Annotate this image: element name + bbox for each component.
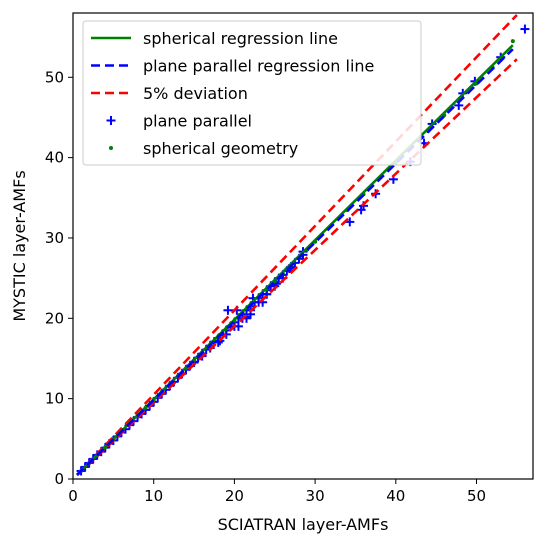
x-tick-label: 10 xyxy=(144,487,163,505)
5-deviation-line xyxy=(76,14,518,476)
plane-parallel-point xyxy=(213,337,223,347)
y-tick-label: 20 xyxy=(45,309,64,327)
legend-item-5-deviation: 5% deviation xyxy=(91,84,248,103)
spherical-geometry-point xyxy=(510,39,515,44)
y-tick-label: 50 xyxy=(45,68,64,86)
y-axis-label: MYSTIC layer-AMFs xyxy=(10,170,29,321)
legend-label: 5% deviation xyxy=(143,84,248,103)
plane-parallel-point xyxy=(345,217,355,227)
x-tick-label: 0 xyxy=(68,487,78,505)
plane-parallel-point xyxy=(223,305,233,315)
legend-item-spherical-regression-line: spherical regression line xyxy=(91,29,338,48)
legend-box xyxy=(82,20,422,166)
plane-parallel-regression-line-line xyxy=(76,48,514,476)
y-tick-label: 0 xyxy=(54,470,64,488)
x-tick-label: 30 xyxy=(306,487,325,505)
legend-item-spherical-geometry: spherical geometry xyxy=(109,139,298,158)
plot-area xyxy=(76,14,530,477)
x-axis-label: SCIATRAN layer-AMFs xyxy=(218,515,389,534)
legend-item-plane-parallel: plane parallel xyxy=(106,112,252,131)
axis-ticks: 0 10 20 30 40 50 0 10 20 30 40 50 xyxy=(45,68,486,505)
y-tick-label: 10 xyxy=(45,390,64,408)
legend-label: plane parallel regression line xyxy=(143,57,374,76)
legend-label: plane parallel xyxy=(143,112,252,131)
y-tick-label: 30 xyxy=(45,229,64,247)
legend: spherical regression line plane parallel … xyxy=(82,20,422,166)
x-tick-label: 50 xyxy=(467,487,486,505)
x-tick-label: 40 xyxy=(386,487,405,505)
legend-label: spherical regression line xyxy=(143,29,338,48)
plane-parallel-point xyxy=(520,24,530,34)
legend-item-plane-parallel-regression-line: plane parallel regression line xyxy=(91,57,374,76)
legend-label: spherical geometry xyxy=(143,139,298,158)
series-3-line xyxy=(76,58,518,477)
legend-swatch xyxy=(109,146,113,150)
y-tick-label: 40 xyxy=(45,149,64,167)
x-tick-label: 20 xyxy=(225,487,244,505)
plot-frame xyxy=(72,12,534,480)
